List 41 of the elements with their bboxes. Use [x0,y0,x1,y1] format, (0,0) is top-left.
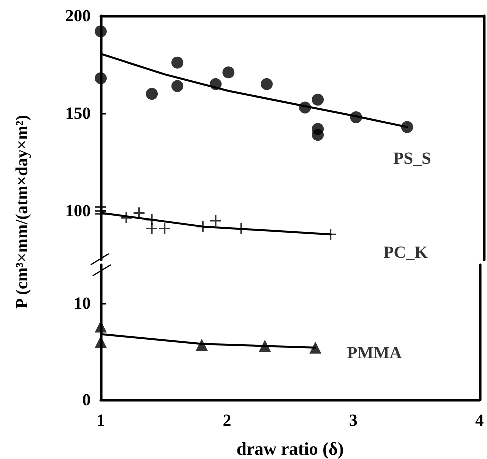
point [350,112,362,124]
point [210,78,222,90]
point [196,339,208,352]
point [95,72,107,84]
point [259,340,272,352]
point [198,221,209,232]
x-tick-label: 1 [96,411,106,430]
point [260,78,273,90]
point [325,229,336,240]
point [95,320,107,333]
point [95,26,107,38]
y-tick-label: 100 [66,202,91,221]
series-label: PMMA [347,343,403,362]
y-tick-label: 200 [66,6,91,26]
point [134,208,145,219]
point [299,102,312,114]
point [96,208,106,220]
series-label: PS_S [394,148,432,168]
point [222,66,235,79]
point [210,215,222,226]
point [310,342,322,354]
point [312,94,324,106]
point [312,129,324,142]
x-axis-title: draw ratio (δ) [236,439,344,459]
point [121,212,132,224]
y-tick-label: 0 [82,390,91,410]
point [146,223,158,234]
x-tick-label: 3 [349,411,358,430]
y-tick-label: 10 [74,294,91,314]
y-tick-label: 150 [66,104,91,124]
text: PC_K [384,243,429,262]
point [172,56,184,69]
point [159,223,170,234]
y-axis-title: P (cm³×mm/(atm×day×m²) [12,115,32,309]
point [146,88,158,100]
point [172,80,184,92]
point [401,121,414,134]
point [95,336,107,348]
x-tick-label: 2 [223,411,232,430]
point [146,214,158,226]
x-tick-label: 4 [476,411,484,430]
